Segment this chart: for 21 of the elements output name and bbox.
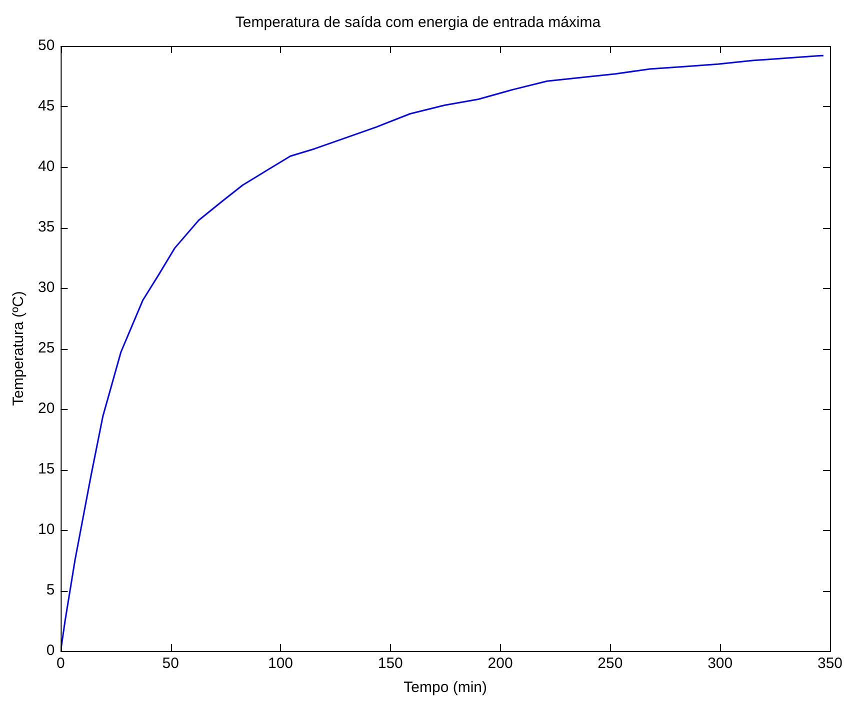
y-tick-label: 35 bbox=[38, 218, 55, 236]
y-tick-label: 30 bbox=[38, 279, 55, 296]
x-axis-title: Tempo (min) bbox=[404, 679, 488, 696]
x-tick-label: 250 bbox=[598, 655, 623, 672]
y-tick-label: 0 bbox=[46, 642, 55, 660]
y-tick-label: 40 bbox=[38, 158, 55, 176]
y-tick-label: 50 bbox=[38, 37, 55, 54]
y-axis-title: Temperatura (ºC) bbox=[10, 291, 28, 406]
x-tick-label: 200 bbox=[488, 655, 513, 672]
x-tick-label: 150 bbox=[378, 655, 403, 672]
y-tick-label: 15 bbox=[38, 460, 55, 478]
x-tick-label: 50 bbox=[162, 655, 179, 672]
y-tick-label: 5 bbox=[46, 582, 55, 599]
x-tick-label: 350 bbox=[817, 655, 843, 672]
y-tick-label: 10 bbox=[38, 521, 55, 538]
y-tick-label: 20 bbox=[38, 400, 55, 418]
y-tick-label: 45 bbox=[38, 98, 55, 115]
y-tick-label: 25 bbox=[38, 340, 55, 357]
chart-title: Temperatura de saída com energia de entrada máxima bbox=[235, 14, 602, 32]
x-tick-label: 300 bbox=[708, 655, 733, 672]
x-tick-label: 100 bbox=[268, 655, 294, 672]
